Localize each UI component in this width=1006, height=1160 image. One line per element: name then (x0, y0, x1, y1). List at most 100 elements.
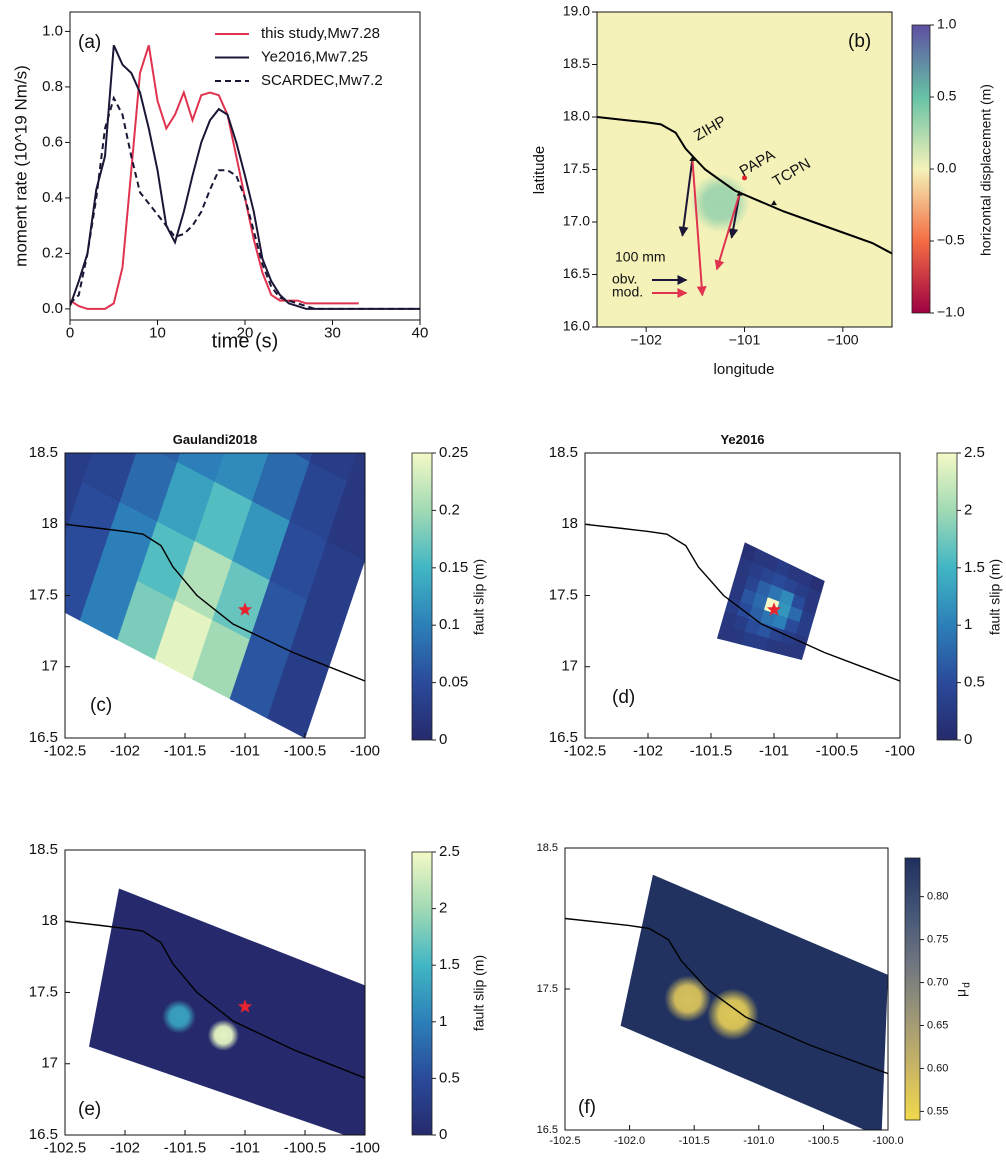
slip-patch (143, 245, 201, 324)
x-axis-label: longitude (714, 361, 775, 378)
slip-patch (330, 343, 388, 422)
chart-title: Gaulandi2018 (173, 432, 258, 447)
colorbar-label: μ (953, 989, 969, 997)
y-tick-label: 18 (41, 912, 58, 929)
slip-asperity (207, 1019, 239, 1051)
colorbar-tick-label: 0.80 (927, 891, 948, 903)
x-tick-label: -102.5 (564, 742, 607, 759)
arrow-legend-label: obv. (612, 271, 637, 287)
x-axis-label: time (s) (212, 330, 279, 352)
colorbar-tick-label: 2 (964, 501, 972, 518)
colorbar (904, 857, 921, 1121)
x-tick-label: -101.5 (679, 1135, 710, 1147)
slip-patch (103, 363, 161, 442)
colorbar-label-subscript: d (962, 982, 973, 988)
slip-patch (368, 362, 426, 441)
slip-patch (65, 344, 123, 423)
x-tick-label: -102 (633, 742, 663, 759)
coastline (65, 920, 365, 1079)
colorbar (411, 452, 433, 741)
panel-label: (b) (848, 31, 871, 52)
x-tick-label: -100.5 (808, 1135, 839, 1147)
y-tick-label: 18.5 (29, 444, 58, 461)
slip-asperity (664, 975, 711, 1023)
slip-patch (85, 284, 143, 363)
colorbar-tick-label: 0.5 (964, 674, 985, 691)
x-tick-label: -101 (230, 742, 260, 759)
slip-asperity (707, 988, 759, 1041)
slip-patch (235, 363, 293, 442)
x-tick-label: -100.5 (816, 742, 859, 759)
y-tick-label: 1.0 (42, 22, 63, 39)
x-tick-label: -101.5 (690, 742, 733, 759)
x-tick-label: 20 (237, 324, 254, 341)
x-tick-label: 10 (149, 324, 166, 341)
legend-label: this study,Mw7.28 (261, 25, 380, 42)
y-axis-label: latitude (531, 146, 548, 194)
y-axis-label: moment rate (10^19 Nm/s) (11, 65, 30, 267)
y-tick-label: 16.0 (563, 318, 590, 334)
y-tick-label: 17 (41, 658, 58, 675)
colorbar (411, 851, 433, 1136)
x-tick-label: -100 (350, 1139, 380, 1156)
coastline (65, 523, 365, 682)
x-tick-label: -100.0 (872, 1135, 903, 1147)
x-tick-label: -100 (350, 742, 380, 759)
slip-patch (309, 453, 358, 482)
y-tick-label: 16.5 (29, 729, 58, 746)
y-tick-label: 17.5 (29, 983, 58, 1000)
x-tick-label: -102.5 (44, 1139, 87, 1156)
panel: 0 0.05 0.1 0.15 0.2 0.25 fault slip (m) -102.5 -… (29, 245, 487, 759)
colorbar-tick-label: 2.5 (964, 444, 985, 461)
x-tick-label: 30 (324, 324, 341, 341)
panel: 0.55 0.60 0.65 0.70 0.75 0.80 μd -102.5 -102.0 -1… (537, 842, 973, 1147)
y-tick-label: 18 (561, 515, 578, 532)
scale-label: 100 mm (615, 249, 666, 265)
colorbar-tick-label: 0.5 (439, 1069, 460, 1086)
y-tick-label: 17 (41, 1055, 58, 1072)
colorbar-tick-label: −0.5 (937, 232, 965, 248)
colorbar-tick-label: 0.5 (937, 88, 957, 104)
colorbar-tick-label: 0.65 (927, 1019, 948, 1031)
plot-area (65, 888, 365, 1135)
plot-area (70, 44, 420, 310)
colorbar-tick-label: 0 (439, 731, 447, 748)
plot-area (597, 12, 892, 327)
station-marker (771, 200, 777, 206)
x-tick-label: -102 (110, 1139, 140, 1156)
slip-patch (293, 453, 314, 462)
slip-patch (327, 480, 365, 561)
displacement-background (597, 12, 892, 327)
colorbar-tick-label: 2.5 (439, 843, 460, 860)
x-tick-label: −101 (729, 331, 761, 347)
panel-label: (c) (90, 695, 112, 716)
epicenter (766, 602, 782, 616)
y-tick-label: 17 (561, 658, 578, 675)
x-tick-label: -102 (110, 742, 140, 759)
colorbar-label: horizontal displacement (m) (978, 84, 994, 256)
y-tick-label: 17.5 (563, 160, 590, 176)
epicenter (237, 602, 253, 616)
y-tick-label: 0.4 (42, 189, 63, 206)
colorbar-tick-label: 0.15 (439, 559, 468, 576)
colorbar (936, 452, 958, 741)
colorbar-label: fault slip (m) (471, 955, 487, 1031)
panel: 0 0.5 1 1.5 2 2.5 fault slip (m) -102.5 -102 -101… (29, 841, 487, 1156)
legend-label: Ye2016,Mw7.25 (261, 48, 368, 65)
colorbar-label: fault slip (m) (471, 559, 487, 635)
slip-patch (65, 453, 93, 483)
panel-label: (d) (612, 687, 635, 708)
plot-area (65, 245, 426, 738)
y-tick-label: 16.5 (563, 265, 590, 281)
x-tick-label: -102.0 (614, 1135, 645, 1147)
colorbar-tick-label: 0 (964, 731, 972, 748)
x-tick-label: 0 (66, 324, 74, 341)
y-tick-label: 0.0 (42, 300, 63, 317)
x-tick-label: -100.5 (284, 742, 327, 759)
colorbar-tick-label: 1.5 (439, 956, 460, 973)
plot-area (585, 523, 900, 682)
y-tick-label: 17.0 (563, 213, 590, 229)
x-tick-label: -102.5 (44, 742, 87, 759)
